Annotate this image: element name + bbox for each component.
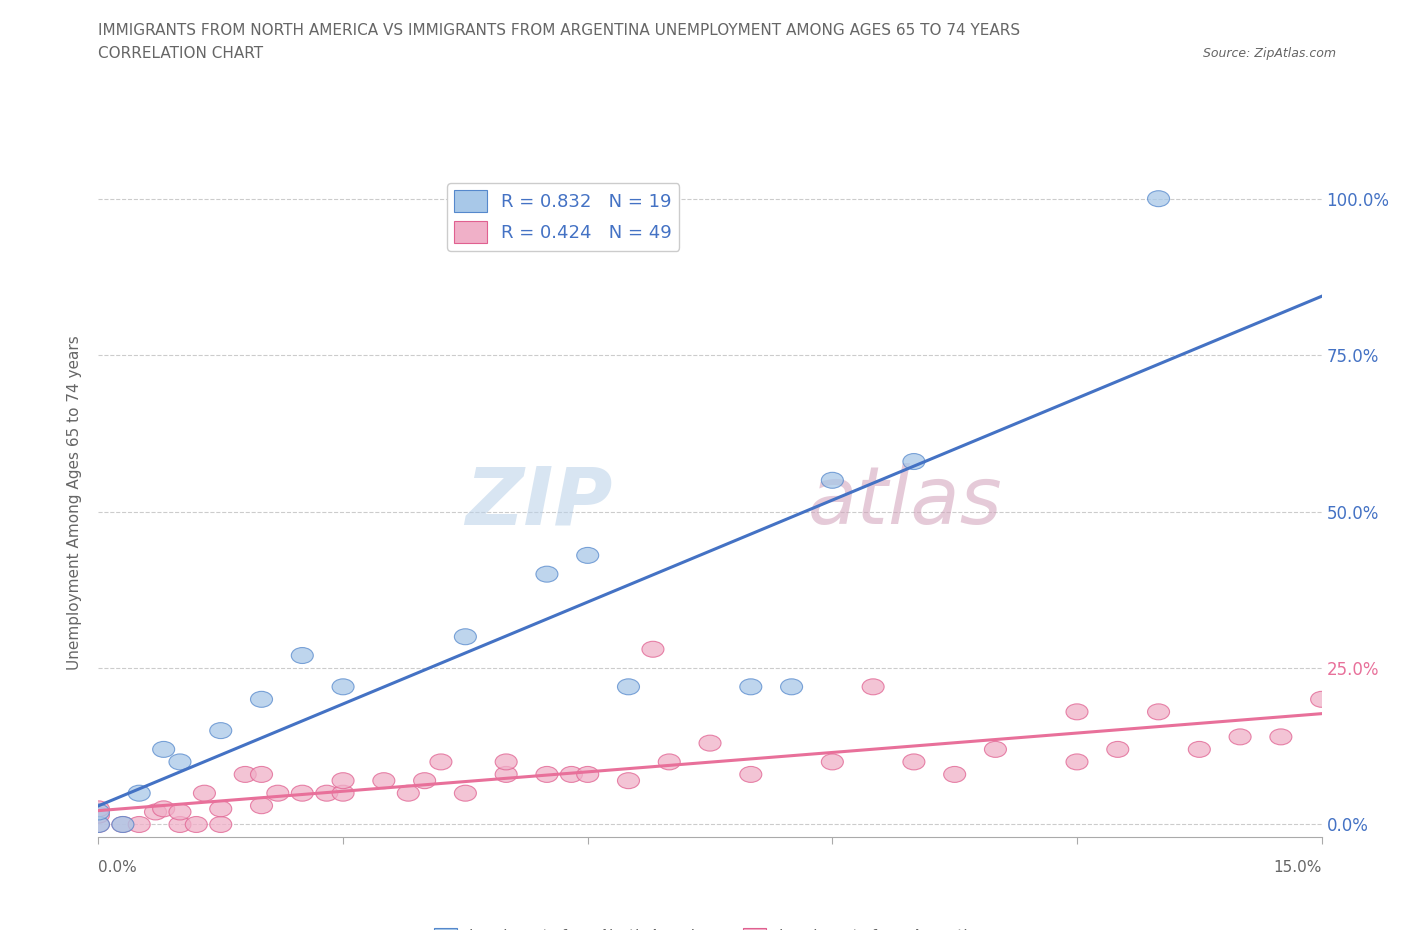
Ellipse shape [1107,741,1129,757]
Ellipse shape [250,798,273,814]
Ellipse shape [617,679,640,695]
Ellipse shape [561,766,582,782]
Ellipse shape [903,454,925,470]
Ellipse shape [112,817,134,832]
Ellipse shape [1066,754,1088,770]
Ellipse shape [643,642,664,658]
Ellipse shape [1147,191,1170,206]
Ellipse shape [145,804,166,820]
Ellipse shape [576,548,599,564]
Ellipse shape [536,566,558,582]
Ellipse shape [576,766,599,782]
Text: 15.0%: 15.0% [1274,860,1322,875]
Ellipse shape [740,679,762,695]
Ellipse shape [316,785,337,801]
Ellipse shape [186,817,207,832]
Ellipse shape [332,679,354,695]
Ellipse shape [740,766,762,782]
Ellipse shape [1188,741,1211,757]
Legend: R = 0.832   N = 19, R = 0.424   N = 49: R = 0.832 N = 19, R = 0.424 N = 49 [447,183,679,251]
Text: CORRELATION CHART: CORRELATION CHART [98,46,263,61]
Y-axis label: Unemployment Among Ages 65 to 74 years: Unemployment Among Ages 65 to 74 years [67,335,83,670]
Ellipse shape [821,472,844,488]
Ellipse shape [153,741,174,757]
Ellipse shape [209,723,232,738]
Ellipse shape [235,766,256,782]
Ellipse shape [903,754,925,770]
Ellipse shape [87,801,110,817]
Ellipse shape [250,766,273,782]
Ellipse shape [169,754,191,770]
Ellipse shape [87,817,110,832]
Ellipse shape [128,785,150,801]
Ellipse shape [862,679,884,695]
Ellipse shape [87,807,110,823]
Ellipse shape [87,804,110,820]
Ellipse shape [209,801,232,817]
Ellipse shape [373,773,395,789]
Ellipse shape [984,741,1007,757]
Ellipse shape [169,804,191,820]
Text: ZIP: ZIP [465,463,612,541]
Ellipse shape [495,766,517,782]
Ellipse shape [821,754,844,770]
Ellipse shape [112,817,134,832]
Text: Source: ZipAtlas.com: Source: ZipAtlas.com [1202,46,1336,60]
Ellipse shape [332,773,354,789]
Ellipse shape [194,785,215,801]
Text: atlas: atlas [808,463,1002,541]
Ellipse shape [87,817,110,832]
Ellipse shape [413,773,436,789]
Ellipse shape [658,754,681,770]
Text: IMMIGRANTS FROM NORTH AMERICA VS IMMIGRANTS FROM ARGENTINA UNEMPLOYMENT AMONG AG: IMMIGRANTS FROM NORTH AMERICA VS IMMIGRA… [98,23,1021,38]
Ellipse shape [267,785,288,801]
Ellipse shape [209,817,232,832]
Ellipse shape [536,766,558,782]
Text: 0.0%: 0.0% [98,860,138,875]
Ellipse shape [454,629,477,644]
Ellipse shape [454,785,477,801]
Ellipse shape [398,785,419,801]
Ellipse shape [291,647,314,663]
Ellipse shape [169,817,191,832]
Ellipse shape [617,773,640,789]
Ellipse shape [153,801,174,817]
Ellipse shape [1310,691,1333,708]
Ellipse shape [1229,729,1251,745]
Ellipse shape [1270,729,1292,745]
Ellipse shape [495,754,517,770]
Ellipse shape [430,754,451,770]
Ellipse shape [291,785,314,801]
Ellipse shape [128,817,150,832]
Ellipse shape [943,766,966,782]
Ellipse shape [250,691,273,708]
Ellipse shape [780,679,803,695]
Ellipse shape [332,785,354,801]
Ellipse shape [699,735,721,751]
Ellipse shape [1066,704,1088,720]
Ellipse shape [1147,704,1170,720]
